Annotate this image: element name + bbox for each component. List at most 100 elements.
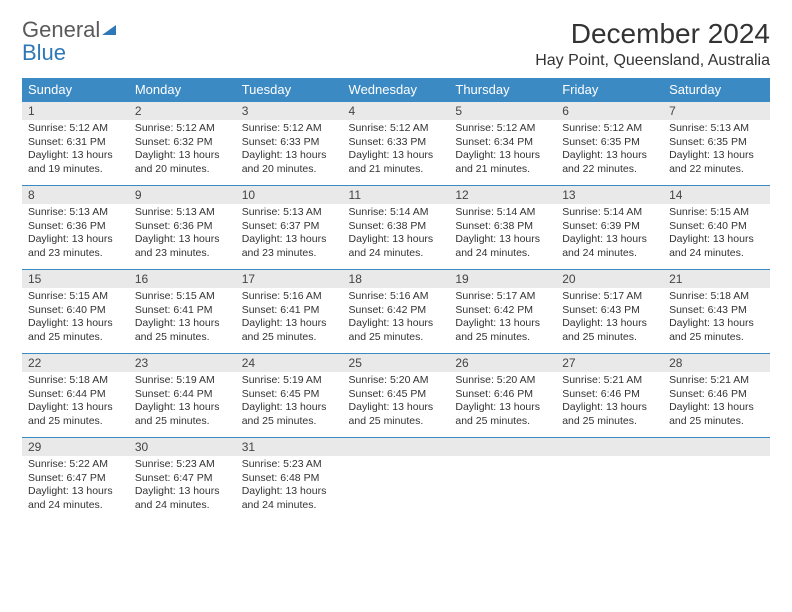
day-number: 19 xyxy=(449,270,556,288)
day-details: Sunrise: 5:15 AMSunset: 6:40 PMDaylight:… xyxy=(663,204,770,265)
calendar-week-row: 22Sunrise: 5:18 AMSunset: 6:44 PMDayligh… xyxy=(22,354,770,438)
day-number: 4 xyxy=(343,102,450,120)
sunrise-text: Sunrise: 5:12 AM xyxy=(455,122,550,136)
calendar-day-cell: 6Sunrise: 5:12 AMSunset: 6:35 PMDaylight… xyxy=(556,102,663,186)
logo: General Blue xyxy=(22,18,122,64)
sunrise-text: Sunrise: 5:15 AM xyxy=(28,290,123,304)
sunrise-text: Sunrise: 5:15 AM xyxy=(135,290,230,304)
sunset-text: Sunset: 6:45 PM xyxy=(349,388,444,402)
daylight-text: Daylight: 13 hours and 19 minutes. xyxy=(28,149,123,176)
day-number: 26 xyxy=(449,354,556,372)
day-number: 8 xyxy=(22,186,129,204)
calendar-day-cell: 14Sunrise: 5:15 AMSunset: 6:40 PMDayligh… xyxy=(663,186,770,270)
calendar-day-cell: 3Sunrise: 5:12 AMSunset: 6:33 PMDaylight… xyxy=(236,102,343,186)
day-details: Sunrise: 5:18 AMSunset: 6:44 PMDaylight:… xyxy=(22,372,129,433)
sunset-text: Sunset: 6:35 PM xyxy=(562,136,657,150)
weekday-header: Wednesday xyxy=(343,78,450,102)
sunrise-text: Sunrise: 5:14 AM xyxy=(349,206,444,220)
location: Hay Point, Queensland, Australia xyxy=(535,52,770,70)
logo-sail-icon xyxy=(102,18,122,41)
day-number: 1 xyxy=(22,102,129,120)
day-number: 5 xyxy=(449,102,556,120)
sunrise-text: Sunrise: 5:23 AM xyxy=(135,458,230,472)
empty-day-bar xyxy=(556,438,663,456)
day-details: Sunrise: 5:12 AMSunset: 6:33 PMDaylight:… xyxy=(343,120,450,181)
day-number: 22 xyxy=(22,354,129,372)
day-details: Sunrise: 5:15 AMSunset: 6:40 PMDaylight:… xyxy=(22,288,129,349)
daylight-text: Daylight: 13 hours and 24 minutes. xyxy=(349,233,444,260)
daylight-text: Daylight: 13 hours and 25 minutes. xyxy=(28,317,123,344)
calendar-day-cell: 13Sunrise: 5:14 AMSunset: 6:39 PMDayligh… xyxy=(556,186,663,270)
daylight-text: Daylight: 13 hours and 25 minutes. xyxy=(455,317,550,344)
day-number: 13 xyxy=(556,186,663,204)
calendar-day-cell: 23Sunrise: 5:19 AMSunset: 6:44 PMDayligh… xyxy=(129,354,236,438)
sunset-text: Sunset: 6:46 PM xyxy=(562,388,657,402)
sunrise-text: Sunrise: 5:13 AM xyxy=(135,206,230,220)
day-details: Sunrise: 5:12 AMSunset: 6:35 PMDaylight:… xyxy=(556,120,663,181)
sunrise-text: Sunrise: 5:21 AM xyxy=(562,374,657,388)
weekday-header: Sunday xyxy=(22,78,129,102)
day-details: Sunrise: 5:20 AMSunset: 6:45 PMDaylight:… xyxy=(343,372,450,433)
day-details: Sunrise: 5:23 AMSunset: 6:48 PMDaylight:… xyxy=(236,456,343,517)
sunset-text: Sunset: 6:36 PM xyxy=(28,220,123,234)
daylight-text: Daylight: 13 hours and 25 minutes. xyxy=(349,317,444,344)
daylight-text: Daylight: 13 hours and 25 minutes. xyxy=(242,317,337,344)
sunrise-text: Sunrise: 5:23 AM xyxy=(242,458,337,472)
sunset-text: Sunset: 6:34 PM xyxy=(455,136,550,150)
weekday-header: Monday xyxy=(129,78,236,102)
sunset-text: Sunset: 6:43 PM xyxy=(562,304,657,318)
calendar-day-cell: 31Sunrise: 5:23 AMSunset: 6:48 PMDayligh… xyxy=(236,438,343,522)
day-details: Sunrise: 5:12 AMSunset: 6:33 PMDaylight:… xyxy=(236,120,343,181)
sunset-text: Sunset: 6:32 PM xyxy=(135,136,230,150)
day-number: 17 xyxy=(236,270,343,288)
day-details: Sunrise: 5:16 AMSunset: 6:41 PMDaylight:… xyxy=(236,288,343,349)
day-number: 9 xyxy=(129,186,236,204)
day-details: Sunrise: 5:15 AMSunset: 6:41 PMDaylight:… xyxy=(129,288,236,349)
calendar-day-cell: 22Sunrise: 5:18 AMSunset: 6:44 PMDayligh… xyxy=(22,354,129,438)
sunrise-text: Sunrise: 5:16 AM xyxy=(349,290,444,304)
day-details: Sunrise: 5:18 AMSunset: 6:43 PMDaylight:… xyxy=(663,288,770,349)
day-number: 14 xyxy=(663,186,770,204)
sunrise-text: Sunrise: 5:13 AM xyxy=(242,206,337,220)
calendar-day-cell: 1Sunrise: 5:12 AMSunset: 6:31 PMDaylight… xyxy=(22,102,129,186)
weekday-header: Thursday xyxy=(449,78,556,102)
sunset-text: Sunset: 6:43 PM xyxy=(669,304,764,318)
day-number: 20 xyxy=(556,270,663,288)
sunset-text: Sunset: 6:45 PM xyxy=(242,388,337,402)
sunrise-text: Sunrise: 5:17 AM xyxy=(455,290,550,304)
sunrise-text: Sunrise: 5:20 AM xyxy=(349,374,444,388)
sunset-text: Sunset: 6:37 PM xyxy=(242,220,337,234)
sunset-text: Sunset: 6:40 PM xyxy=(669,220,764,234)
day-number: 24 xyxy=(236,354,343,372)
daylight-text: Daylight: 13 hours and 25 minutes. xyxy=(562,317,657,344)
daylight-text: Daylight: 13 hours and 24 minutes. xyxy=(669,233,764,260)
calendar-day-cell xyxy=(449,438,556,522)
day-number: 3 xyxy=(236,102,343,120)
calendar-day-cell: 11Sunrise: 5:14 AMSunset: 6:38 PMDayligh… xyxy=(343,186,450,270)
day-details: Sunrise: 5:14 AMSunset: 6:38 PMDaylight:… xyxy=(449,204,556,265)
daylight-text: Daylight: 13 hours and 25 minutes. xyxy=(135,401,230,428)
day-details: Sunrise: 5:12 AMSunset: 6:34 PMDaylight:… xyxy=(449,120,556,181)
day-number: 2 xyxy=(129,102,236,120)
calendar-day-cell: 5Sunrise: 5:12 AMSunset: 6:34 PMDaylight… xyxy=(449,102,556,186)
day-details: Sunrise: 5:13 AMSunset: 6:35 PMDaylight:… xyxy=(663,120,770,181)
sunrise-text: Sunrise: 5:12 AM xyxy=(28,122,123,136)
day-details: Sunrise: 5:13 AMSunset: 6:36 PMDaylight:… xyxy=(129,204,236,265)
day-details: Sunrise: 5:19 AMSunset: 6:45 PMDaylight:… xyxy=(236,372,343,433)
sunrise-text: Sunrise: 5:14 AM xyxy=(562,206,657,220)
day-number: 30 xyxy=(129,438,236,456)
daylight-text: Daylight: 13 hours and 24 minutes. xyxy=(562,233,657,260)
sunrise-text: Sunrise: 5:17 AM xyxy=(562,290,657,304)
calendar-day-cell: 24Sunrise: 5:19 AMSunset: 6:45 PMDayligh… xyxy=(236,354,343,438)
sunrise-text: Sunrise: 5:12 AM xyxy=(349,122,444,136)
month-title: December 2024 xyxy=(535,18,770,50)
sunrise-text: Sunrise: 5:15 AM xyxy=(669,206,764,220)
calendar-day-cell: 28Sunrise: 5:21 AMSunset: 6:46 PMDayligh… xyxy=(663,354,770,438)
calendar-day-cell xyxy=(663,438,770,522)
sunrise-text: Sunrise: 5:13 AM xyxy=(28,206,123,220)
daylight-text: Daylight: 13 hours and 25 minutes. xyxy=(28,401,123,428)
daylight-text: Daylight: 13 hours and 24 minutes. xyxy=(242,485,337,512)
calendar-day-cell: 15Sunrise: 5:15 AMSunset: 6:40 PMDayligh… xyxy=(22,270,129,354)
sunrise-text: Sunrise: 5:20 AM xyxy=(455,374,550,388)
day-number: 11 xyxy=(343,186,450,204)
